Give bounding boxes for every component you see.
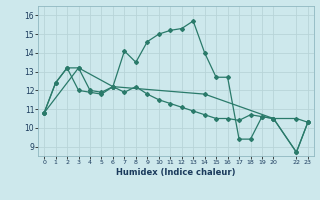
X-axis label: Humidex (Indice chaleur): Humidex (Indice chaleur) [116,168,236,177]
